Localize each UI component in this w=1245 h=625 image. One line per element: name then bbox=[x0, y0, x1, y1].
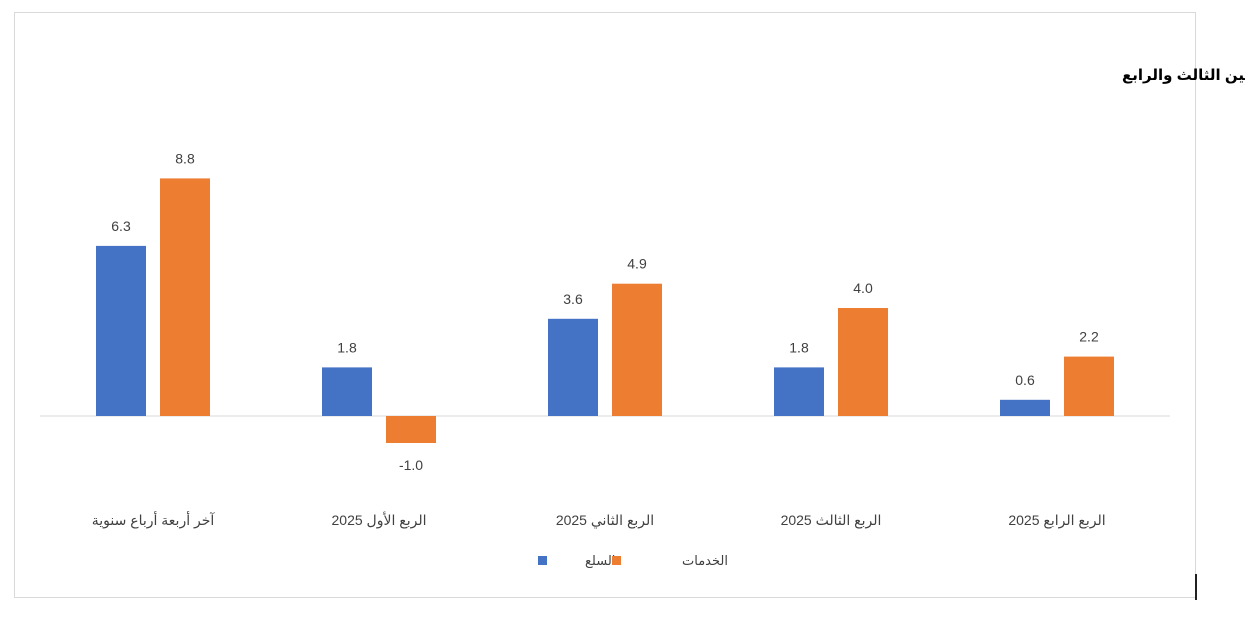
bars-layer: 6.3 8.8 آخر أربعة أرباع سنوية 1.8 -1.0 الربع … bbox=[92, 150, 1114, 529]
category-label-1: الربع الأول 2025 bbox=[332, 511, 427, 529]
legend-swatch-goods bbox=[538, 556, 547, 565]
data-label-goods-3: 1.8 bbox=[789, 339, 809, 355]
category-label-3: الربع الثالث 2025 bbox=[781, 512, 882, 529]
bar-goods-1 bbox=[322, 367, 372, 416]
data-label-services-1: -1.0 bbox=[399, 457, 423, 473]
legend-label-goods: السلع bbox=[585, 553, 615, 569]
data-label-goods-4: 0.6 bbox=[1015, 372, 1035, 388]
data-label-goods-2: 3.6 bbox=[563, 291, 583, 307]
bar-services-1 bbox=[386, 416, 436, 443]
bar-goods-3 bbox=[774, 367, 824, 416]
data-label-goods-1: 1.8 bbox=[337, 339, 357, 355]
data-label-goods-0: 6.3 bbox=[111, 218, 131, 234]
data-label-services-2: 4.9 bbox=[627, 256, 647, 272]
category-label-2: الربع الثاني 2025 bbox=[556, 512, 654, 529]
category-label-0: آخر أربعة أرباع سنوية bbox=[92, 511, 216, 529]
bar-goods-0 bbox=[96, 245, 146, 416]
chart-frame bbox=[14, 12, 1196, 598]
data-label-services-3: 4.0 bbox=[853, 280, 873, 296]
bar-goods-4 bbox=[1000, 399, 1050, 416]
bar-services-4 bbox=[1064, 356, 1114, 416]
chart-title: ظل نمو التجارة العالمية قويًا في عام 202… bbox=[1122, 65, 1245, 84]
legend: السلع الخدمات bbox=[538, 553, 728, 569]
category-label-4: الربع الرابع 2025 bbox=[1008, 512, 1105, 529]
text-cursor bbox=[1195, 574, 1197, 600]
bar-goods-2 bbox=[548, 318, 598, 416]
data-label-services-4: 2.2 bbox=[1079, 329, 1099, 345]
legend-swatch-services bbox=[612, 556, 621, 565]
bar-services-2 bbox=[612, 283, 662, 416]
bar-services-3 bbox=[838, 308, 888, 416]
bar-services-0 bbox=[160, 178, 210, 416]
data-label-services-0: 8.8 bbox=[175, 150, 195, 166]
legend-label-services: الخدمات bbox=[682, 553, 728, 568]
